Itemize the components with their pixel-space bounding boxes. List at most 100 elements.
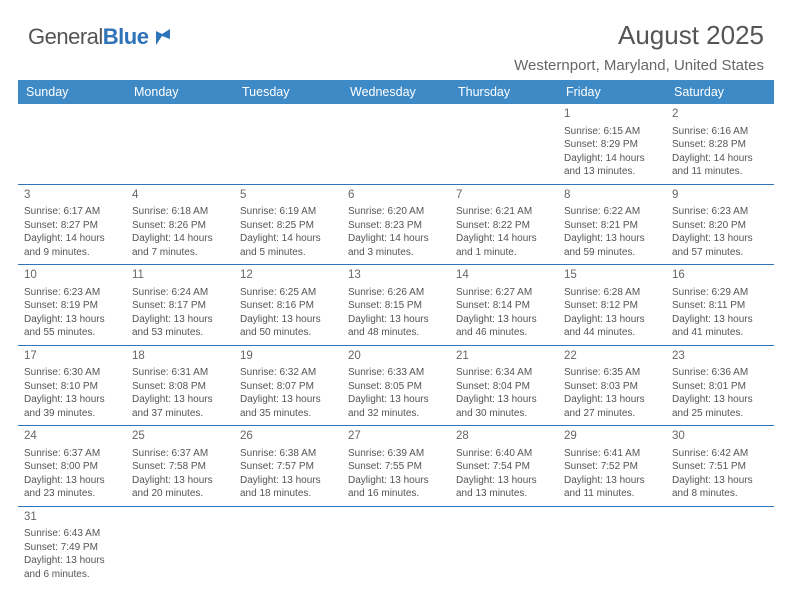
location: Westernport, Maryland, United States <box>514 57 764 74</box>
empty-cell <box>342 104 450 184</box>
day-cell: 13Sunrise: 6:26 AMSunset: 8:15 PMDayligh… <box>342 265 450 345</box>
day-number: 31 <box>24 510 120 526</box>
sunset-line: Sunset: 8:14 PM <box>456 299 552 313</box>
sunrise-line: Sunrise: 6:36 AM <box>672 366 768 380</box>
sunset-line: Sunset: 8:23 PM <box>348 219 444 233</box>
day-header: Friday <box>558 80 666 104</box>
day-number: 7 <box>456 188 552 204</box>
day-cell: 1Sunrise: 6:15 AMSunset: 8:29 PMDaylight… <box>558 104 666 184</box>
daylight-line: Daylight: 14 hours and 7 minutes. <box>132 232 228 259</box>
daylight-line: Daylight: 14 hours and 13 minutes. <box>564 152 660 179</box>
empty-cell <box>126 507 234 587</box>
daylight-line: Daylight: 13 hours and 41 minutes. <box>672 313 768 340</box>
day-number: 3 <box>24 188 120 204</box>
sunset-line: Sunset: 8:21 PM <box>564 219 660 233</box>
sunset-line: Sunset: 8:17 PM <box>132 299 228 313</box>
daylight-line: Daylight: 13 hours and 44 minutes. <box>564 313 660 340</box>
sunset-line: Sunset: 8:01 PM <box>672 380 768 394</box>
day-number: 8 <box>564 188 660 204</box>
sunrise-line: Sunrise: 6:21 AM <box>456 205 552 219</box>
day-cell: 23Sunrise: 6:36 AMSunset: 8:01 PMDayligh… <box>666 346 774 426</box>
daylight-line: Daylight: 13 hours and 6 minutes. <box>24 554 120 581</box>
day-number: 10 <box>24 268 120 284</box>
sunrise-line: Sunrise: 6:42 AM <box>672 447 768 461</box>
day-cell: 17Sunrise: 6:30 AMSunset: 8:10 PMDayligh… <box>18 346 126 426</box>
day-number: 12 <box>240 268 336 284</box>
day-number: 26 <box>240 429 336 445</box>
day-number: 16 <box>672 268 768 284</box>
day-cell: 6Sunrise: 6:20 AMSunset: 8:23 PMDaylight… <box>342 185 450 265</box>
day-number: 9 <box>672 188 768 204</box>
daylight-line: Daylight: 13 hours and 23 minutes. <box>24 474 120 501</box>
daylight-line: Daylight: 13 hours and 53 minutes. <box>132 313 228 340</box>
day-cell: 29Sunrise: 6:41 AMSunset: 7:52 PMDayligh… <box>558 426 666 506</box>
day-number: 25 <box>132 429 228 445</box>
day-number: 14 <box>456 268 552 284</box>
sunset-line: Sunset: 8:00 PM <box>24 460 120 474</box>
week-row: 31Sunrise: 6:43 AMSunset: 7:49 PMDayligh… <box>18 507 774 587</box>
daylight-line: Daylight: 13 hours and 20 minutes. <box>132 474 228 501</box>
day-cell: 28Sunrise: 6:40 AMSunset: 7:54 PMDayligh… <box>450 426 558 506</box>
sunrise-line: Sunrise: 6:25 AM <box>240 286 336 300</box>
sunset-line: Sunset: 8:12 PM <box>564 299 660 313</box>
daylight-line: Daylight: 13 hours and 55 minutes. <box>24 313 120 340</box>
daylight-line: Daylight: 13 hours and 18 minutes. <box>240 474 336 501</box>
daylight-line: Daylight: 14 hours and 5 minutes. <box>240 232 336 259</box>
sunset-line: Sunset: 7:51 PM <box>672 460 768 474</box>
sunrise-line: Sunrise: 6:24 AM <box>132 286 228 300</box>
sunrise-line: Sunrise: 6:18 AM <box>132 205 228 219</box>
day-cell: 18Sunrise: 6:31 AMSunset: 8:08 PMDayligh… <box>126 346 234 426</box>
day-cell: 24Sunrise: 6:37 AMSunset: 8:00 PMDayligh… <box>18 426 126 506</box>
day-cell: 14Sunrise: 6:27 AMSunset: 8:14 PMDayligh… <box>450 265 558 345</box>
sunset-line: Sunset: 8:08 PM <box>132 380 228 394</box>
sunset-line: Sunset: 8:16 PM <box>240 299 336 313</box>
day-cell: 4Sunrise: 6:18 AMSunset: 8:26 PMDaylight… <box>126 185 234 265</box>
sunrise-line: Sunrise: 6:26 AM <box>348 286 444 300</box>
day-number: 1 <box>564 107 660 123</box>
sunrise-line: Sunrise: 6:35 AM <box>564 366 660 380</box>
daylight-line: Daylight: 13 hours and 35 minutes. <box>240 393 336 420</box>
day-number: 5 <box>240 188 336 204</box>
empty-cell <box>234 507 342 587</box>
day-cell: 12Sunrise: 6:25 AMSunset: 8:16 PMDayligh… <box>234 265 342 345</box>
sunrise-line: Sunrise: 6:23 AM <box>24 286 120 300</box>
day-cell: 31Sunrise: 6:43 AMSunset: 7:49 PMDayligh… <box>18 507 126 587</box>
sunset-line: Sunset: 8:15 PM <box>348 299 444 313</box>
day-header: Tuesday <box>234 80 342 104</box>
day-cell: 27Sunrise: 6:39 AMSunset: 7:55 PMDayligh… <box>342 426 450 506</box>
empty-cell <box>234 104 342 184</box>
daylight-line: Daylight: 13 hours and 59 minutes. <box>564 232 660 259</box>
sunrise-line: Sunrise: 6:33 AM <box>348 366 444 380</box>
sunset-line: Sunset: 8:20 PM <box>672 219 768 233</box>
day-cell: 30Sunrise: 6:42 AMSunset: 7:51 PMDayligh… <box>666 426 774 506</box>
week-row: 24Sunrise: 6:37 AMSunset: 8:00 PMDayligh… <box>18 426 774 507</box>
daylight-line: Daylight: 13 hours and 16 minutes. <box>348 474 444 501</box>
day-number: 19 <box>240 349 336 365</box>
day-number: 23 <box>672 349 768 365</box>
sunset-line: Sunset: 8:22 PM <box>456 219 552 233</box>
sunrise-line: Sunrise: 6:17 AM <box>24 205 120 219</box>
daylight-line: Daylight: 14 hours and 11 minutes. <box>672 152 768 179</box>
day-number: 29 <box>564 429 660 445</box>
day-cell: 9Sunrise: 6:23 AMSunset: 8:20 PMDaylight… <box>666 185 774 265</box>
day-cell: 26Sunrise: 6:38 AMSunset: 7:57 PMDayligh… <box>234 426 342 506</box>
daylight-line: Daylight: 14 hours and 1 minute. <box>456 232 552 259</box>
week-row: 3Sunrise: 6:17 AMSunset: 8:27 PMDaylight… <box>18 185 774 266</box>
month-title: August 2025 <box>514 20 764 51</box>
sunrise-line: Sunrise: 6:23 AM <box>672 205 768 219</box>
sunrise-line: Sunrise: 6:20 AM <box>348 205 444 219</box>
sunrise-line: Sunrise: 6:30 AM <box>24 366 120 380</box>
day-cell: 5Sunrise: 6:19 AMSunset: 8:25 PMDaylight… <box>234 185 342 265</box>
day-number: 28 <box>456 429 552 445</box>
day-number: 27 <box>348 429 444 445</box>
day-header: Monday <box>126 80 234 104</box>
logo: GeneralBlue <box>28 24 178 51</box>
sunset-line: Sunset: 8:03 PM <box>564 380 660 394</box>
sunrise-line: Sunrise: 6:38 AM <box>240 447 336 461</box>
day-cell: 11Sunrise: 6:24 AMSunset: 8:17 PMDayligh… <box>126 265 234 345</box>
day-number: 30 <box>672 429 768 445</box>
daylight-line: Daylight: 14 hours and 9 minutes. <box>24 232 120 259</box>
day-cell: 3Sunrise: 6:17 AMSunset: 8:27 PMDaylight… <box>18 185 126 265</box>
sunrise-line: Sunrise: 6:28 AM <box>564 286 660 300</box>
day-cell: 10Sunrise: 6:23 AMSunset: 8:19 PMDayligh… <box>18 265 126 345</box>
